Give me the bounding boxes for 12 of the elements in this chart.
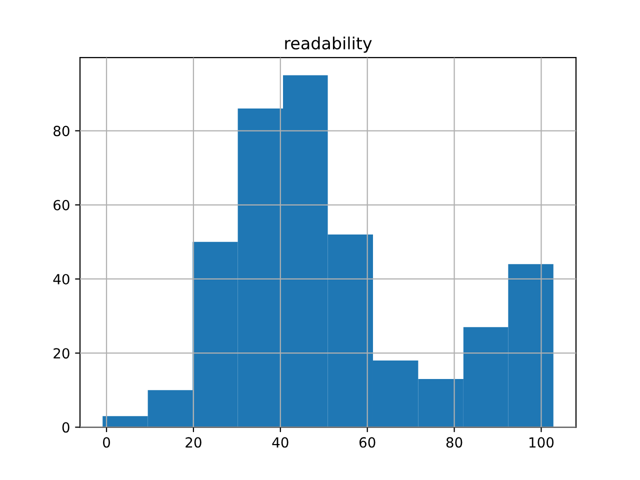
y-tick-label: 20: [54, 348, 70, 359]
x-tick-label: 20: [186, 437, 202, 448]
chart-title: readability: [285, 36, 372, 53]
x-tick-label: 60: [359, 437, 376, 448]
y-tick-label: 80: [54, 126, 70, 136]
y-tick-label: 60: [54, 200, 70, 210]
y-tick-label: 0: [62, 422, 70, 433]
x-tick-label: 0: [103, 437, 110, 448]
x-tick-label: 40: [272, 437, 288, 448]
x-tick-label: 100: [529, 437, 554, 448]
x-tick-label: 80: [446, 437, 462, 448]
y-tick-label: 40: [53, 274, 70, 284]
